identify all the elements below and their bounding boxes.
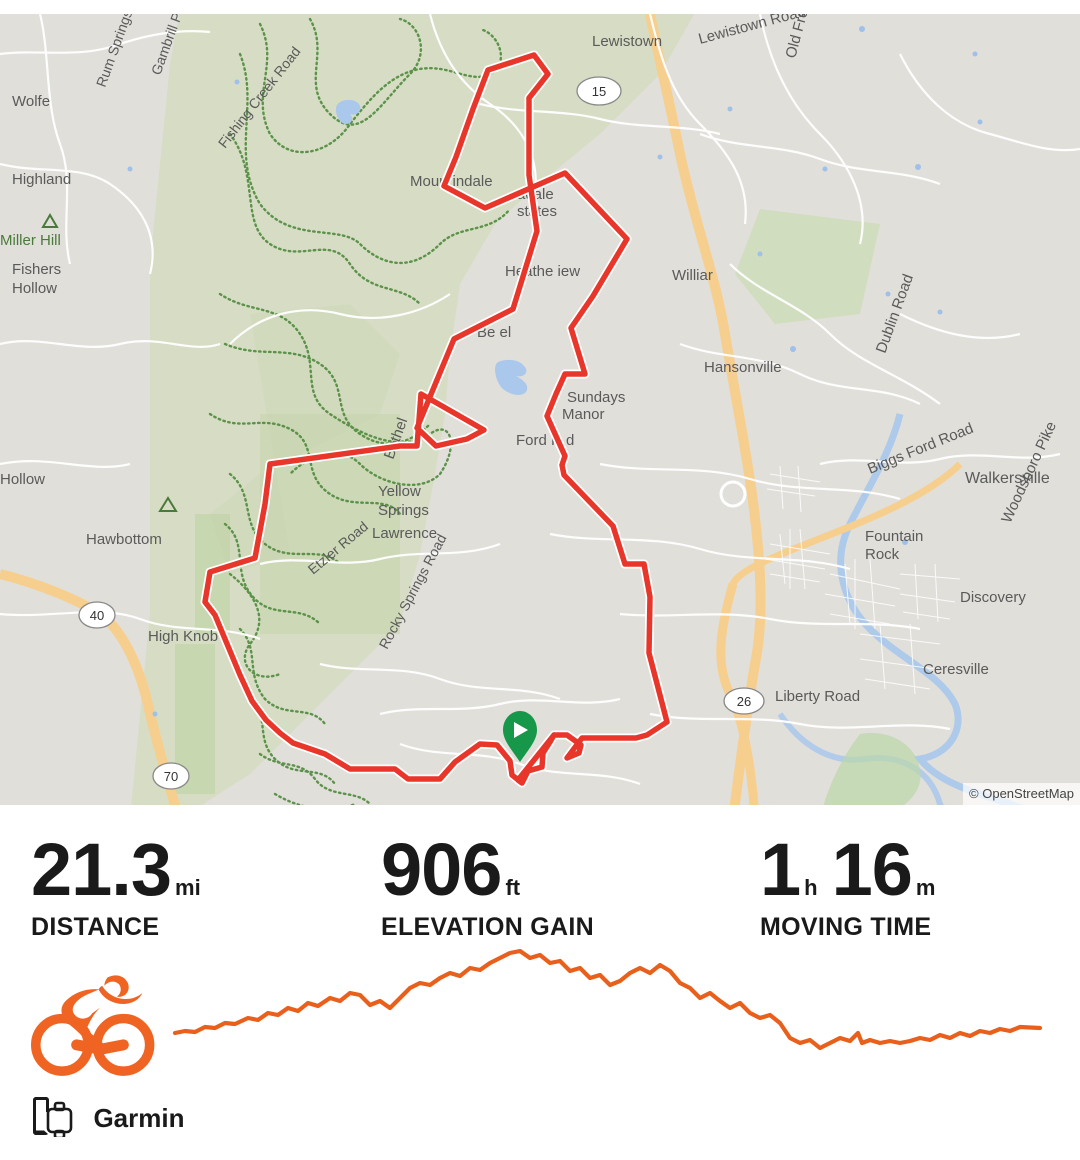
svg-text:Fountain: Fountain xyxy=(865,528,923,545)
svg-text:Highland: Highland xyxy=(12,171,71,188)
svg-text:Lawrence: Lawrence xyxy=(372,525,437,542)
svg-text:Hollow: Hollow xyxy=(12,280,57,297)
svg-text:Ceresville: Ceresville xyxy=(923,661,989,678)
svg-text:Lewistown: Lewistown xyxy=(592,33,662,50)
svg-text:Miller Hill: Miller Hill xyxy=(0,232,61,249)
svg-text:Heathe iew: Heathe iew xyxy=(505,263,580,280)
svg-text:Springs: Springs xyxy=(378,502,429,519)
svg-text:26: 26 xyxy=(737,694,751,709)
svg-text:70: 70 xyxy=(164,769,178,784)
svg-text:Wolfe: Wolfe xyxy=(12,93,50,110)
svg-text:Hollow: Hollow xyxy=(0,471,45,488)
svg-text:Manor: Manor xyxy=(562,406,605,423)
svg-text:40: 40 xyxy=(90,608,104,623)
svg-text:Fishers: Fishers xyxy=(12,261,61,278)
svg-text:15: 15 xyxy=(592,84,606,99)
svg-text:Sundays: Sundays xyxy=(567,389,625,406)
svg-text:Rock: Rock xyxy=(865,546,900,563)
svg-text:High Knob: High Knob xyxy=(148,628,218,645)
svg-text:Liberty Road: Liberty Road xyxy=(775,688,860,705)
svg-text:Williar: Williar xyxy=(672,267,713,284)
svg-text:Hansonville: Hansonville xyxy=(704,359,782,376)
svg-text:Hawbottom: Hawbottom xyxy=(86,531,162,548)
svg-text:Yellow: Yellow xyxy=(378,483,421,500)
svg-text:Discovery: Discovery xyxy=(960,589,1026,606)
